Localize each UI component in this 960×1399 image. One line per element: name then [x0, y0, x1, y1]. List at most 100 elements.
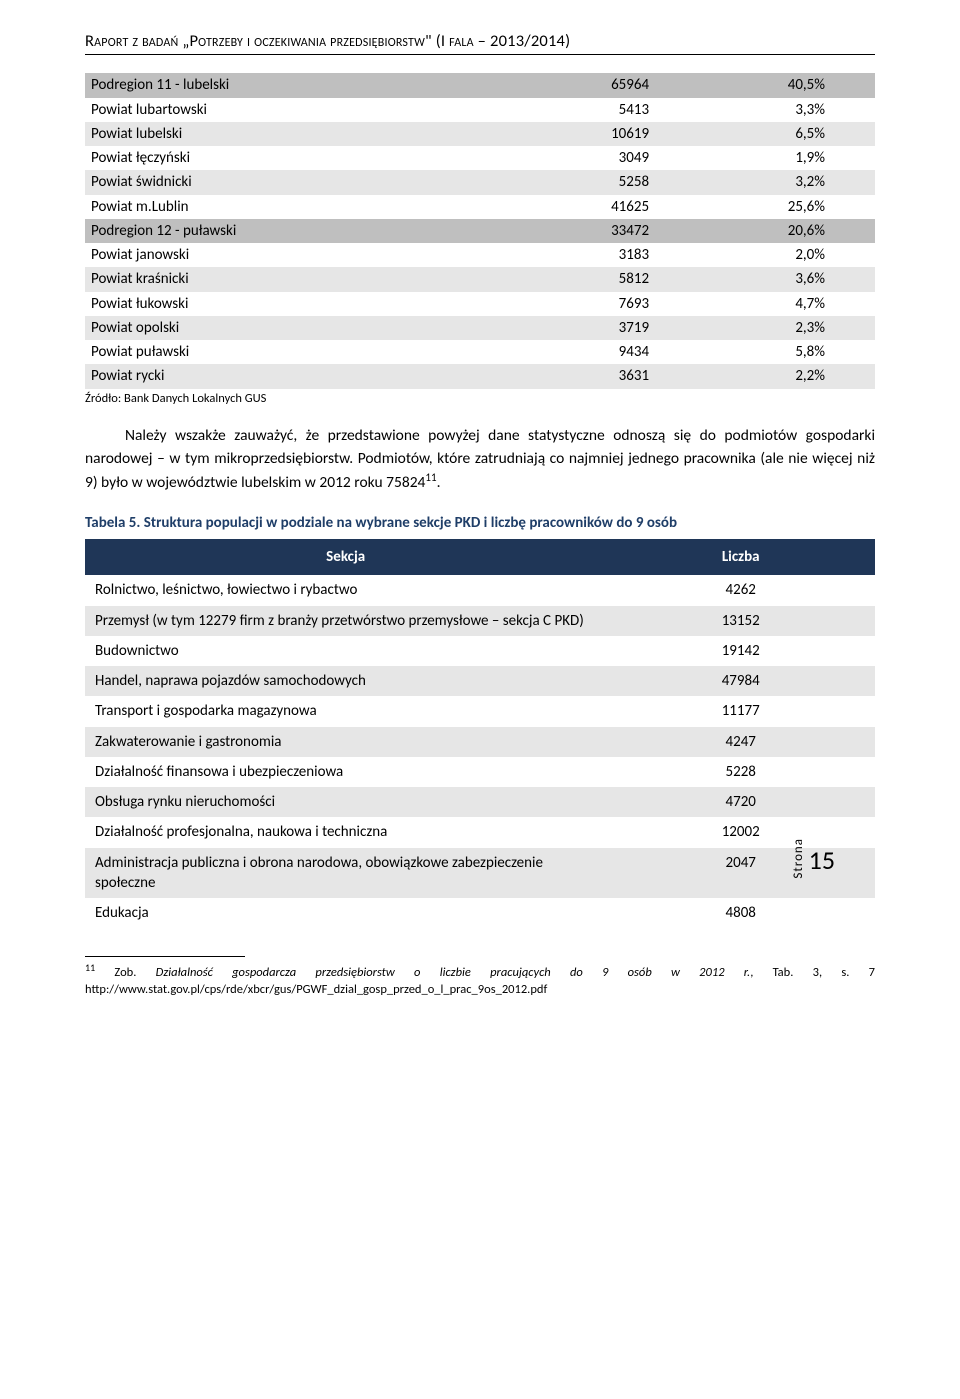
page-header: Raport z badań „Potrzeby i oczekiwania p…: [85, 30, 875, 55]
sector-table: Sekcja Liczba Rolnictwo, leśnictwo, łowi…: [85, 539, 875, 928]
table-cell: 41625: [543, 195, 709, 219]
footnote: 11 Zob. Działalność gospodarcza przedsię…: [85, 961, 875, 998]
table-cell: Powiat lubartowski: [85, 98, 543, 122]
table-cell: 3183: [543, 243, 709, 267]
table-cell: 3,2%: [709, 170, 875, 194]
table-cell: Powiat łukowski: [85, 292, 543, 316]
table-cell: 5228: [606, 757, 875, 787]
table-cell: 2,2%: [709, 364, 875, 388]
table-row: Działalność profesjonalna, naukowa i tec…: [85, 817, 875, 847]
page-number: 15: [809, 843, 835, 878]
table-row: Powiat m.Lublin4162525,6%: [85, 195, 875, 219]
body-paragraph: Należy wszakże zauważyć, że przedstawion…: [85, 425, 875, 495]
page-label: Strona: [790, 838, 808, 879]
table-cell: 13152: [606, 606, 875, 636]
footnote-number: 11: [85, 961, 95, 974]
table-cell: Podregion 12 - puławski: [85, 219, 543, 243]
table-caption: Tabela 5. Struktura populacji w podziale…: [85, 513, 875, 533]
para-text-b: .: [437, 473, 441, 492]
table-row: Budownictwo19142: [85, 636, 875, 666]
region-table: Podregion 11 - lubelski6596440,5%Powiat …: [85, 73, 875, 388]
table-cell: 4808: [606, 898, 875, 928]
table-cell: 5258: [543, 170, 709, 194]
table-cell: Powiat kraśnicki: [85, 267, 543, 291]
table-cell: Podregion 11 - lubelski: [85, 73, 543, 97]
table-cell: Przemysł (w tym 12279 firm z branży prze…: [85, 606, 606, 636]
table-cell: Powiat łęczyński: [85, 146, 543, 170]
table-cell: 19142: [606, 636, 875, 666]
table-row: Powiat janowski31832,0%: [85, 243, 875, 267]
table-row: Powiat opolski37192,3%: [85, 316, 875, 340]
table-row: Transport i gospodarka magazynowa11177: [85, 696, 875, 726]
footnote-text-a: Zob.: [95, 966, 156, 981]
table-cell: Budownictwo: [85, 636, 606, 666]
table-cell: 7693: [543, 292, 709, 316]
table-row: Handel, naprawa pojazdów samochodowych47…: [85, 666, 875, 696]
table-row: Powiat świdnicki52583,2%: [85, 170, 875, 194]
table-row: Powiat puławski94345,8%: [85, 340, 875, 364]
table-cell: 3719: [543, 316, 709, 340]
table-cell: 4,7%: [709, 292, 875, 316]
table-cell: Działalność profesjonalna, naukowa i tec…: [85, 817, 606, 847]
col-header-sekcja: Sekcja: [85, 539, 606, 575]
table-cell: Administracja publiczna i obrona narodow…: [85, 848, 606, 899]
table-cell: 6,5%: [709, 122, 875, 146]
table-cell: Powiat janowski: [85, 243, 543, 267]
table-cell: Transport i gospodarka magazynowa: [85, 696, 606, 726]
table-cell: Rolnictwo, leśnictwo, łowiectwo i rybact…: [85, 575, 606, 605]
table-row: Powiat kraśnicki58123,6%: [85, 267, 875, 291]
table-cell: Zakwaterowanie i gastronomia: [85, 727, 606, 757]
table-row: Rolnictwo, leśnictwo, łowiectwo i rybact…: [85, 575, 875, 605]
table-cell: 4720: [606, 787, 875, 817]
table-cell: 3049: [543, 146, 709, 170]
footnote-italic: Działalność gospodarcza przedsiębiorstw …: [156, 966, 751, 981]
table-row: Powiat rycki36312,2%: [85, 364, 875, 388]
table-cell: Działalność finansowa i ubezpieczeniowa: [85, 757, 606, 787]
table-cell: 65964: [543, 73, 709, 97]
table-cell: 9434: [543, 340, 709, 364]
table-cell: 20,6%: [709, 219, 875, 243]
footnote-separator: [85, 956, 245, 957]
table-row: Edukacja4808: [85, 898, 875, 928]
table-cell: 4262: [606, 575, 875, 605]
table-row: Przemysł (w tym 12279 firm z branży prze…: [85, 606, 875, 636]
footnote-ref: 11: [425, 471, 436, 484]
table-cell: 5812: [543, 267, 709, 291]
table-cell: 33472: [543, 219, 709, 243]
table-cell: 3,6%: [709, 267, 875, 291]
table-row: Administracja publiczna i obrona narodow…: [85, 848, 875, 899]
table-cell: 2,0%: [709, 243, 875, 267]
table-row: Zakwaterowanie i gastronomia4247: [85, 727, 875, 757]
table-cell: Powiat świdnicki: [85, 170, 543, 194]
table-cell: Powiat puławski: [85, 340, 543, 364]
table-cell: Powiat opolski: [85, 316, 543, 340]
table-cell: 1,9%: [709, 146, 875, 170]
table-cell: 40,5%: [709, 73, 875, 97]
page-number-block: Strona15: [790, 838, 835, 879]
table-row: Powiat łukowski76934,7%: [85, 292, 875, 316]
table-cell: Obsługa rynku nieruchomości: [85, 787, 606, 817]
table-cell: 3631: [543, 364, 709, 388]
table-row: Powiat łęczyński30491,9%: [85, 146, 875, 170]
table-cell: 2,3%: [709, 316, 875, 340]
table-cell: Edukacja: [85, 898, 606, 928]
para-text-a: Należy wszakże zauważyć, że przedstawion…: [85, 426, 875, 492]
table-cell: Handel, naprawa pojazdów samochodowych: [85, 666, 606, 696]
table-row: Obsługa rynku nieruchomości4720: [85, 787, 875, 817]
table-cell: 10619: [543, 122, 709, 146]
table-cell: Powiat lubelski: [85, 122, 543, 146]
table-row: Podregion 12 - puławski3347220,6%: [85, 219, 875, 243]
table-row: Powiat lubelski106196,5%: [85, 122, 875, 146]
table-cell: 5413: [543, 98, 709, 122]
col-header-liczba: Liczba: [606, 539, 875, 575]
table-row: Działalność finansowa i ubezpieczeniowa5…: [85, 757, 875, 787]
table-row: Podregion 11 - lubelski6596440,5%: [85, 73, 875, 97]
table-cell: 3,3%: [709, 98, 875, 122]
table-cell: 5,8%: [709, 340, 875, 364]
table-cell: 11177: [606, 696, 875, 726]
table-cell: 47984: [606, 666, 875, 696]
table-cell: 25,6%: [709, 195, 875, 219]
table-cell: Powiat m.Lublin: [85, 195, 543, 219]
table-cell: Powiat rycki: [85, 364, 543, 388]
table-source: Źródło: Bank Danych Lokalnych GUS: [85, 391, 875, 408]
